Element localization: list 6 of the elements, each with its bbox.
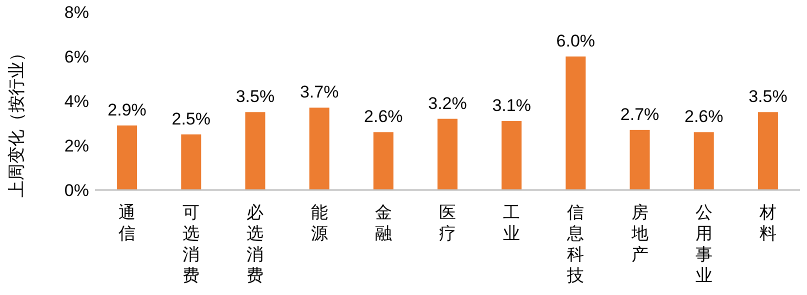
ytick: 2%: [64, 136, 89, 156]
ylabel: 上周变化（按行业）: [7, 44, 26, 198]
ytick: 8%: [64, 3, 89, 22]
ytick: 6%: [64, 48, 89, 66]
ytick: 0%: [64, 181, 89, 200]
ytick: 4%: [64, 92, 89, 111]
